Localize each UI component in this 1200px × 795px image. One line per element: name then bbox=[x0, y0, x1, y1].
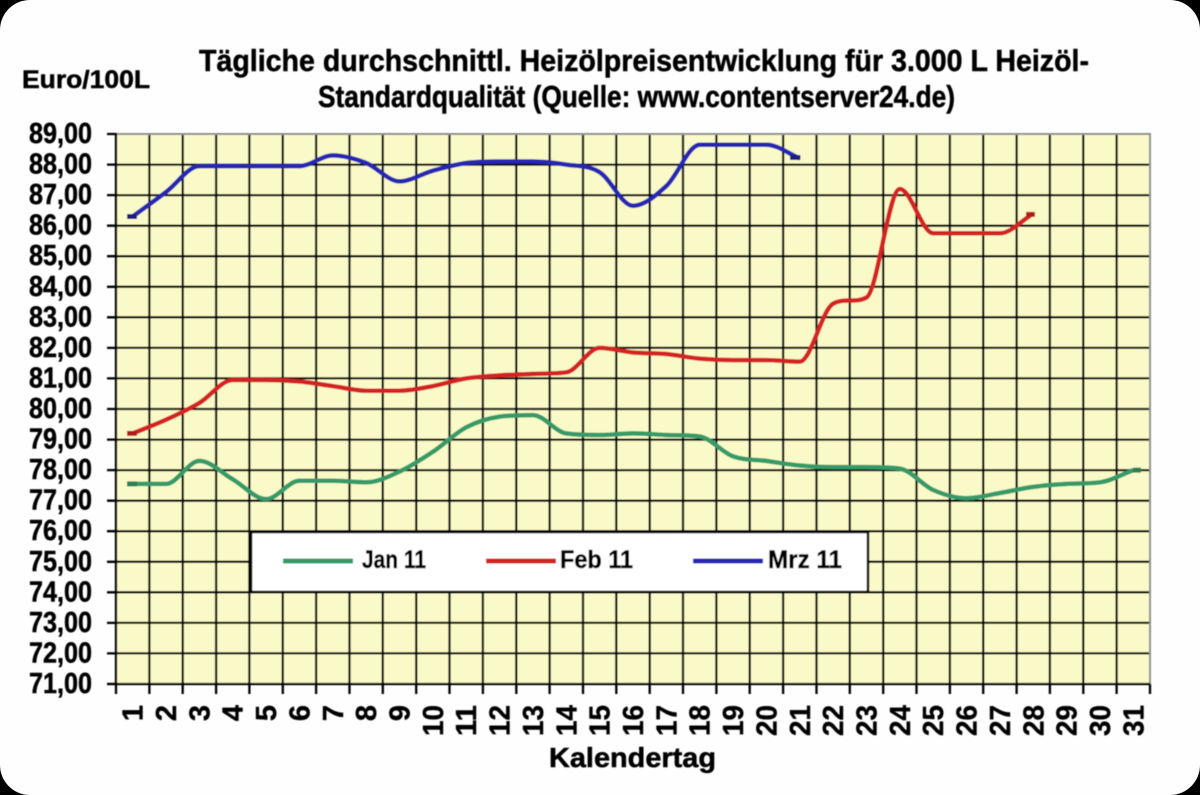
svg-text:7: 7 bbox=[318, 705, 350, 721]
svg-text:Feb 11: Feb 11 bbox=[560, 546, 633, 574]
svg-text:83,00: 83,00 bbox=[29, 301, 92, 333]
svg-text:85,00: 85,00 bbox=[29, 240, 92, 272]
svg-text:22: 22 bbox=[818, 705, 850, 736]
svg-text:28: 28 bbox=[1018, 705, 1050, 736]
svg-text:87,00: 87,00 bbox=[29, 179, 92, 211]
svg-text:6: 6 bbox=[285, 705, 317, 721]
svg-text:Kalendertag: Kalendertag bbox=[549, 742, 716, 773]
svg-text:17: 17 bbox=[651, 705, 683, 736]
svg-text:75,00: 75,00 bbox=[29, 546, 92, 578]
svg-text:12: 12 bbox=[485, 705, 517, 736]
svg-text:82,00: 82,00 bbox=[29, 332, 92, 364]
svg-text:88,00: 88,00 bbox=[29, 149, 92, 181]
svg-text:15: 15 bbox=[585, 705, 617, 736]
svg-text:8: 8 bbox=[351, 705, 383, 721]
svg-text:Jan 11: Jan 11 bbox=[362, 546, 426, 574]
svg-text:89,00: 89,00 bbox=[29, 118, 92, 150]
svg-text:14: 14 bbox=[551, 705, 583, 736]
svg-text:Euro/100L: Euro/100L bbox=[22, 66, 150, 94]
svg-text:3: 3 bbox=[184, 705, 216, 721]
svg-text:21: 21 bbox=[785, 705, 817, 736]
svg-text:86,00: 86,00 bbox=[29, 210, 92, 242]
svg-text:79,00: 79,00 bbox=[29, 424, 92, 456]
svg-text:26: 26 bbox=[952, 705, 984, 736]
svg-text:Standardqualität (Quelle: www.: Standardqualität (Quelle: www.contentser… bbox=[318, 79, 955, 114]
svg-text:18: 18 bbox=[685, 705, 717, 736]
svg-text:11: 11 bbox=[451, 705, 483, 736]
svg-text:29: 29 bbox=[1052, 705, 1084, 736]
svg-text:80,00: 80,00 bbox=[29, 393, 92, 425]
svg-text:10: 10 bbox=[418, 705, 450, 736]
svg-text:5: 5 bbox=[251, 705, 283, 721]
svg-text:76,00: 76,00 bbox=[29, 515, 92, 547]
svg-text:4: 4 bbox=[218, 705, 250, 721]
svg-text:25: 25 bbox=[918, 705, 950, 736]
svg-text:77,00: 77,00 bbox=[29, 485, 92, 517]
svg-text:73,00: 73,00 bbox=[29, 607, 92, 639]
svg-text:30: 30 bbox=[1085, 705, 1117, 736]
svg-text:74,00: 74,00 bbox=[29, 576, 92, 608]
svg-text:84,00: 84,00 bbox=[29, 271, 92, 303]
svg-text:23: 23 bbox=[852, 705, 884, 736]
svg-text:16: 16 bbox=[618, 705, 650, 736]
svg-text:1: 1 bbox=[118, 705, 150, 721]
svg-text:19: 19 bbox=[718, 705, 750, 736]
svg-text:78,00: 78,00 bbox=[29, 454, 92, 486]
svg-text:Tägliche durchschnittl. Heizöl: Tägliche durchschnittl. Heizölpreisentwi… bbox=[199, 43, 1089, 78]
svg-text:72,00: 72,00 bbox=[29, 637, 92, 669]
svg-text:20: 20 bbox=[751, 705, 783, 736]
svg-text:9: 9 bbox=[385, 705, 417, 721]
svg-text:81,00: 81,00 bbox=[29, 362, 92, 394]
svg-text:13: 13 bbox=[518, 705, 550, 736]
svg-text:27: 27 bbox=[985, 705, 1017, 736]
svg-text:71,00: 71,00 bbox=[29, 668, 92, 700]
svg-text:2: 2 bbox=[151, 705, 183, 721]
svg-text:24: 24 bbox=[885, 705, 917, 736]
svg-text:31: 31 bbox=[1118, 705, 1150, 736]
svg-text:Mrz 11: Mrz 11 bbox=[768, 546, 842, 574]
